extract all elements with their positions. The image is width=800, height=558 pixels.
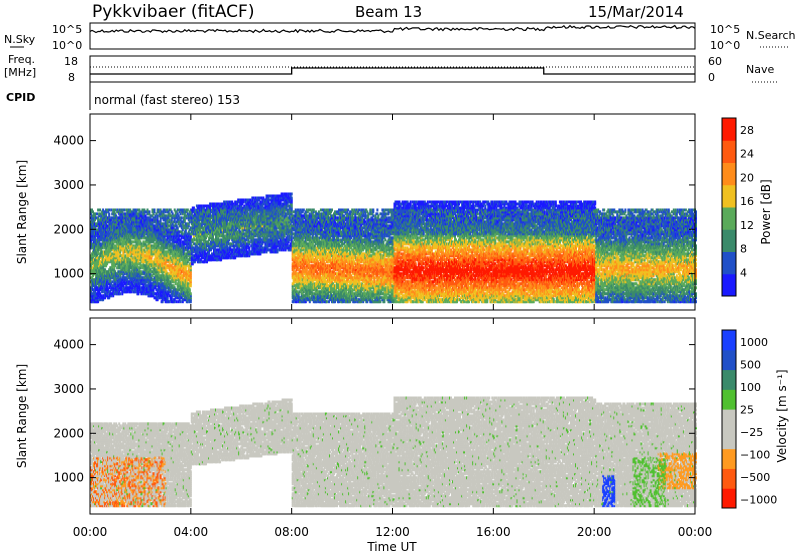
station-title: Pykkvibaer (fitACF) [92, 2, 254, 22]
power-cell [138, 209, 140, 212]
beam-label: Beam 13 [355, 3, 422, 21]
power-cell [119, 292, 121, 295]
power-cell [182, 232, 184, 235]
power-cell [94, 212, 96, 215]
freq-tick-high: 18 [64, 55, 78, 68]
power-cell [176, 300, 178, 303]
power-cell [177, 226, 179, 229]
power-cell [99, 209, 101, 212]
noise-panel-frame [90, 23, 695, 49]
freq-panel-frame [90, 56, 695, 82]
noise-tick-high: 10^5 [52, 23, 82, 36]
noise-trace [90, 26, 695, 33]
power-cell [242, 199, 244, 202]
power-cell [180, 300, 182, 303]
freq-tick-low: 8 [68, 71, 75, 84]
nsky-line [90, 26, 695, 33]
power-cell [123, 209, 125, 212]
power-cell [181, 216, 183, 219]
power-cell [187, 209, 189, 212]
power-cell [110, 209, 112, 212]
cpid-text: normal (fast stereo) 153 [94, 93, 240, 107]
power-cell [152, 209, 154, 212]
power-cell [248, 246, 250, 249]
date-label: 15/Mar/2014 [588, 3, 684, 21]
power-cell [190, 292, 192, 295]
noise-tick-high-right: 10^5 [710, 23, 740, 36]
nsky-label: N.Sky [4, 33, 36, 46]
power-cell [189, 288, 191, 291]
nave-tick-low: 0 [708, 71, 715, 84]
power-cell [169, 218, 171, 221]
freq-label-line2: [MHz] [4, 66, 36, 79]
nave-tick-high: 60 [708, 55, 722, 68]
power-cell [114, 209, 116, 212]
power-cell [149, 210, 151, 213]
nave-label: Nave [746, 63, 774, 76]
power-cell [132, 240, 134, 243]
power-cell [154, 209, 156, 212]
power-cell [124, 254, 126, 257]
power-cell [108, 212, 110, 215]
power-cell [96, 212, 98, 215]
power-cell [157, 214, 159, 217]
freq-line [90, 68, 695, 74]
freq-label-line1: Freq. [8, 53, 35, 66]
power-cell [111, 280, 113, 283]
nsearch-label: N.Search [746, 29, 796, 42]
cpid-label: CPID [6, 91, 35, 104]
noise-tick-low: 10^0 [52, 39, 82, 52]
noise-tick-low-right: 10^0 [710, 39, 740, 52]
power-cell [248, 240, 250, 243]
power-cell [108, 209, 110, 212]
freq-trace [90, 67, 695, 74]
